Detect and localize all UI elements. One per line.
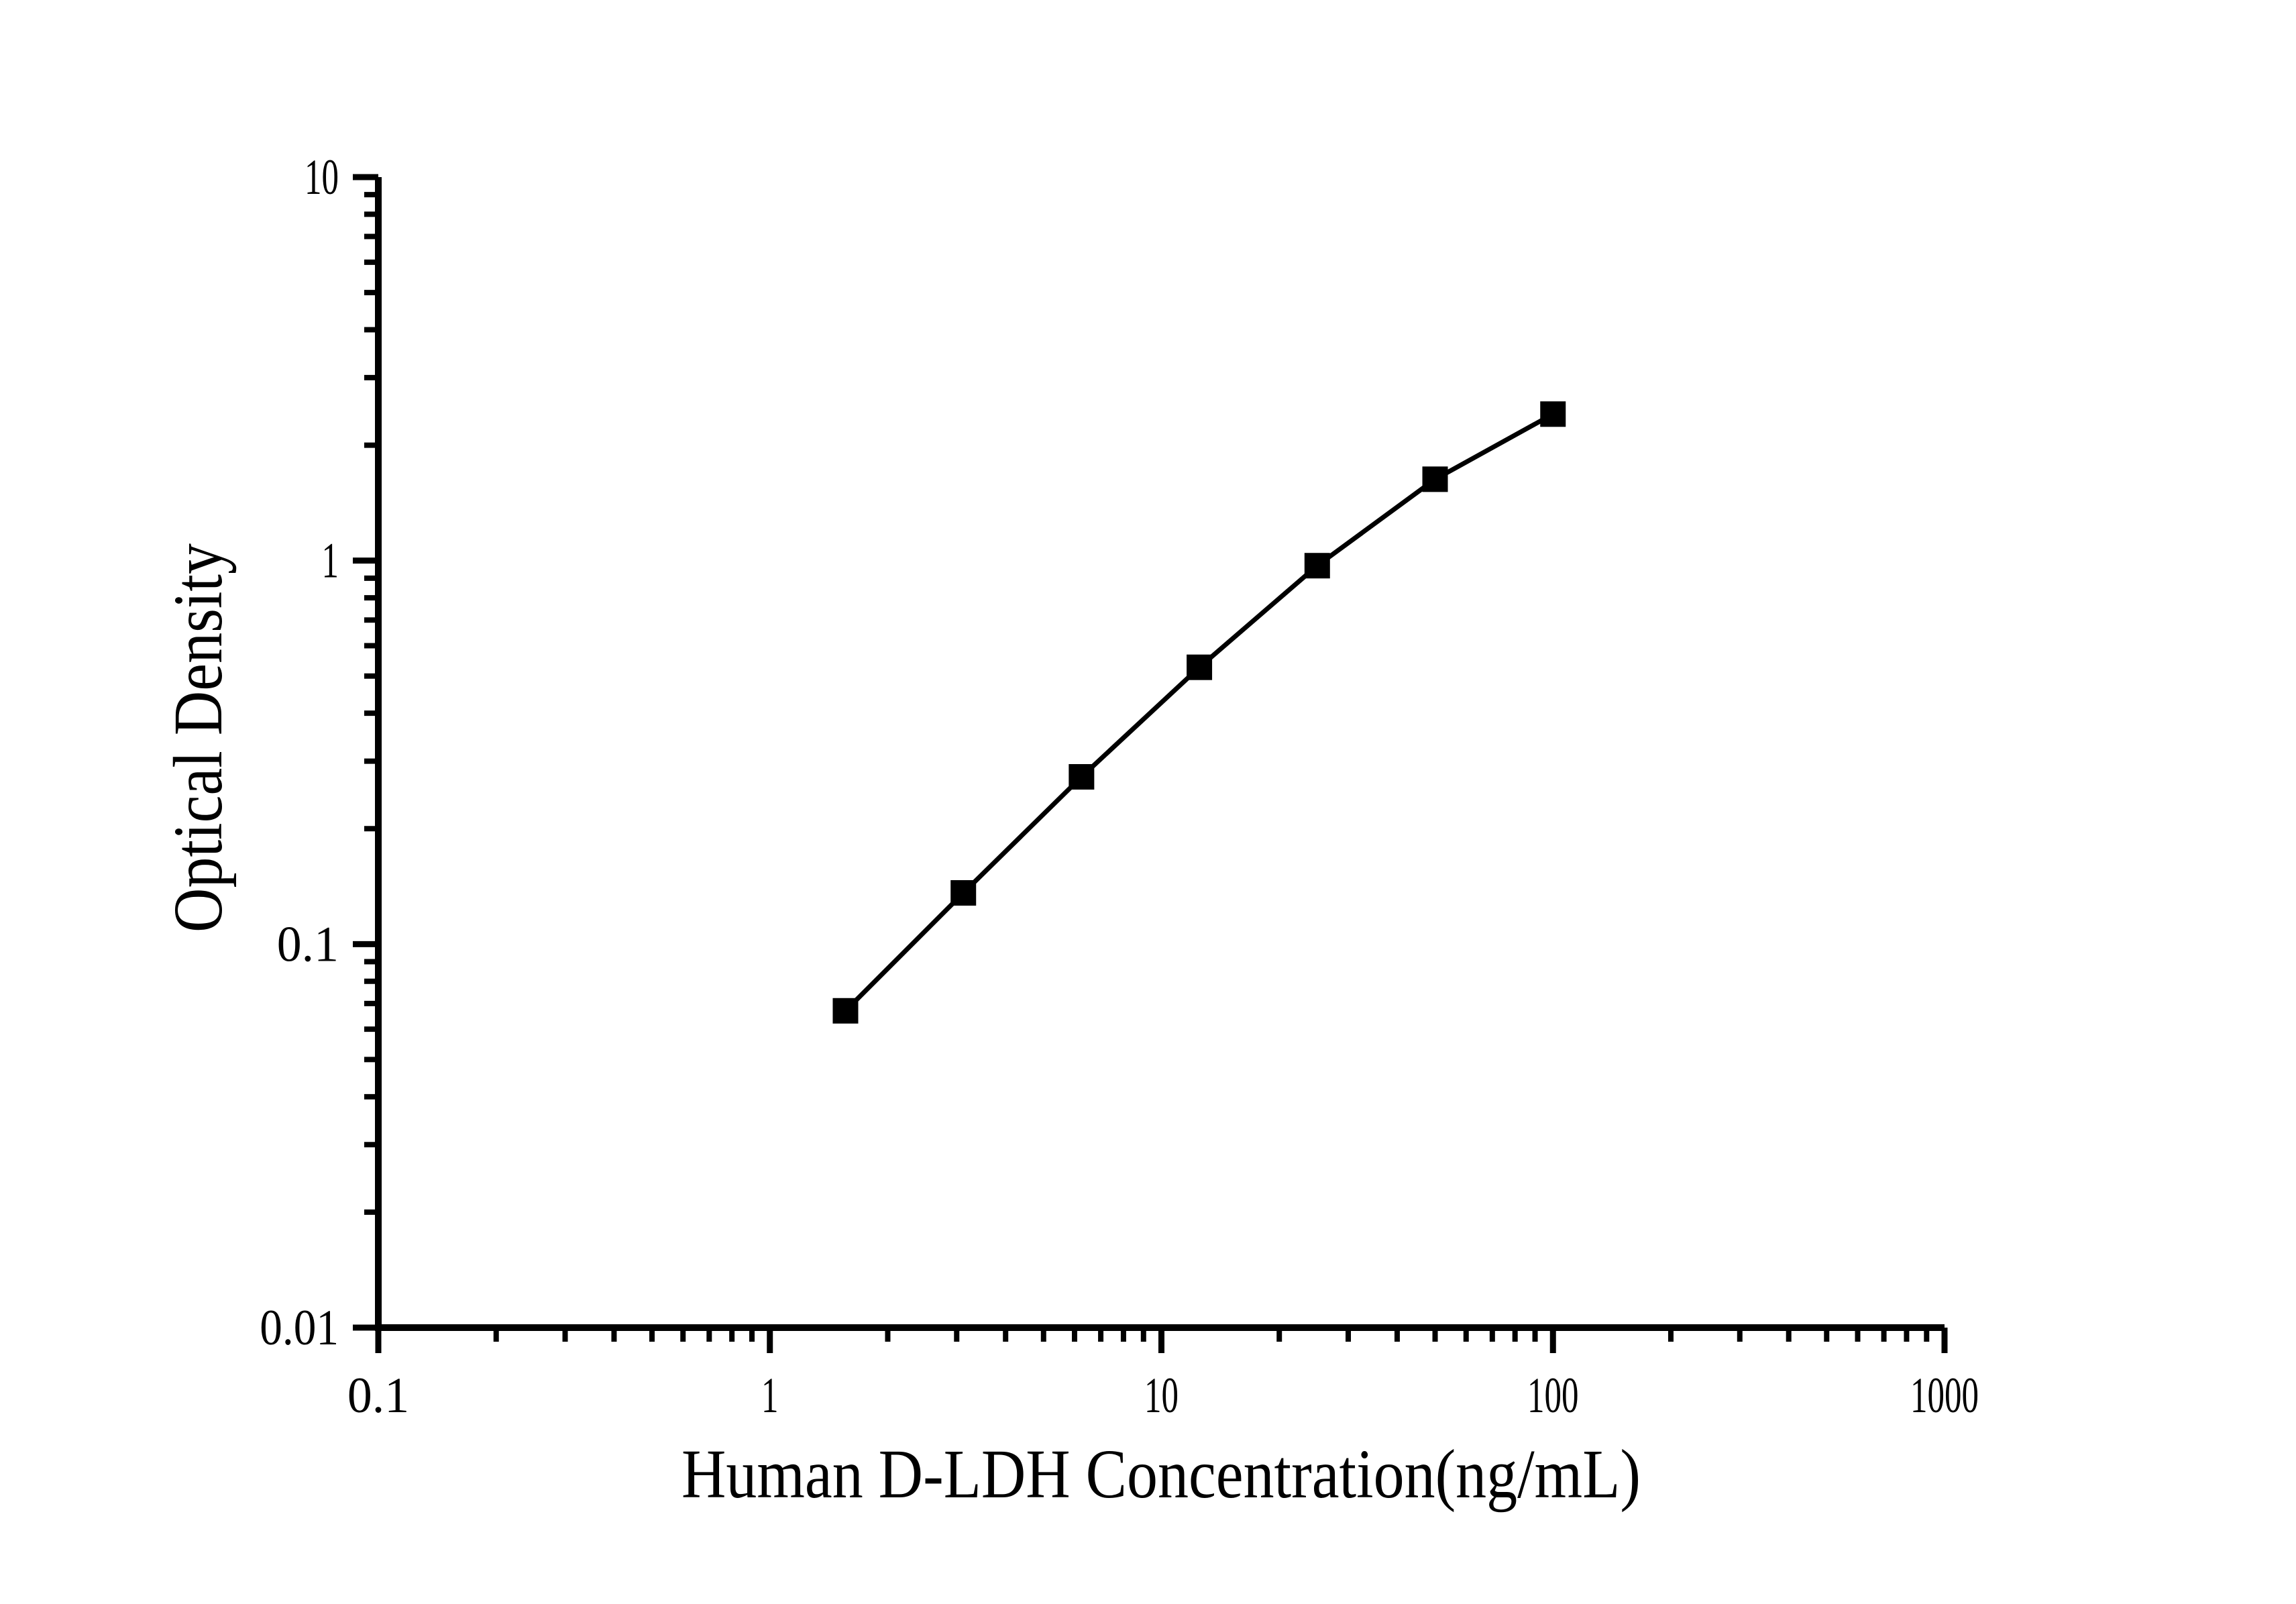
y-tick-label: 10	[305, 150, 339, 205]
data-point-marker	[1422, 466, 1448, 492]
data-point-marker	[1540, 401, 1566, 427]
data-point-marker	[1069, 763, 1095, 790]
data-point-marker	[950, 879, 977, 906]
x-tick-label: 1000	[1910, 1368, 1979, 1424]
x-tick-label: 100	[1527, 1368, 1579, 1424]
y-axis-title: Optical Density	[160, 543, 237, 932]
series-line	[844, 412, 1554, 1013]
data-point-marker	[832, 998, 859, 1024]
data-point-marker	[1187, 654, 1213, 680]
y-tick-label: 1	[322, 533, 339, 589]
x-tick-label: 0.1	[347, 1368, 409, 1424]
x-tick-label: 10	[1144, 1368, 1179, 1424]
data-point-marker	[1304, 553, 1330, 579]
x-axis-title: Human D-LDH Concentration(ng/mL)	[681, 1436, 1641, 1513]
y-tick-label: 0.1	[277, 916, 339, 972]
x-tick-label: 1	[761, 1368, 779, 1424]
y-tick-label: 0.01	[260, 1300, 339, 1356]
